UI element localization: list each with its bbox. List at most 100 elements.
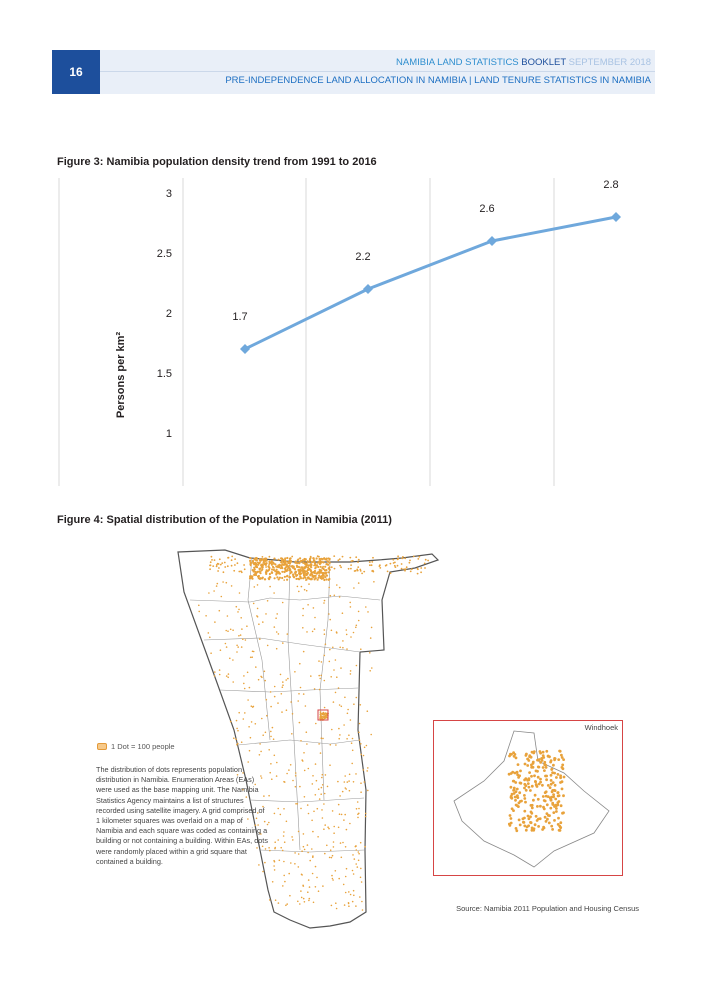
map-dot (356, 801, 359, 803)
map-dot (302, 833, 305, 835)
map-dot (318, 674, 320, 677)
map-dot (269, 691, 272, 693)
map-dot (319, 711, 322, 714)
map-dot (225, 675, 228, 677)
inset-dot (546, 784, 550, 787)
map-dot (333, 832, 335, 834)
map-dot (269, 585, 271, 588)
map-dot (355, 773, 357, 775)
inset-dot (537, 825, 540, 828)
map-dot (344, 775, 346, 777)
map-dot (269, 771, 271, 774)
inset-dot (513, 753, 517, 756)
map-dot (357, 582, 360, 584)
map-dot (362, 754, 365, 757)
map-dot (355, 849, 358, 851)
inset-dot (552, 763, 555, 767)
map-dot (242, 788, 244, 791)
map-dot (259, 743, 261, 745)
inset-dot (518, 823, 522, 827)
inset-dot (532, 828, 536, 832)
map-dot (410, 568, 413, 571)
map-dot (249, 559, 252, 562)
map-dot (272, 568, 275, 571)
map-dot (287, 562, 289, 564)
map-dot (258, 561, 261, 564)
map-dot (236, 727, 238, 730)
inset-dot (538, 750, 542, 753)
map-dot (255, 557, 258, 560)
map-dot (322, 567, 325, 571)
map-dot (403, 568, 405, 570)
map-dot (258, 754, 261, 756)
map-dot (294, 863, 296, 865)
map-dot (251, 650, 254, 653)
map-dot (392, 558, 395, 561)
map-dot (262, 561, 265, 564)
map-dot (326, 560, 329, 563)
map-dot (338, 727, 340, 730)
map-dot (358, 852, 360, 855)
map-dot (250, 705, 253, 707)
map-dot (236, 562, 239, 565)
map-dot (253, 573, 256, 576)
map-dot (361, 900, 363, 903)
map-dot (299, 686, 302, 689)
map-dot (238, 592, 241, 594)
map-dot (320, 717, 323, 720)
map-dot (305, 563, 308, 566)
map-dot (354, 569, 357, 572)
map-dot (273, 869, 276, 871)
map-dot (334, 870, 337, 872)
map-dot (320, 714, 322, 716)
map-dot (268, 562, 271, 565)
map-dot (329, 648, 331, 651)
map-dot (247, 699, 249, 701)
map-dot (271, 881, 274, 883)
inset-dot (543, 763, 547, 767)
inset-dot (527, 817, 531, 821)
map-dot (372, 556, 374, 559)
map-dot (316, 578, 319, 581)
inset-dot (537, 758, 540, 762)
map-dot (341, 555, 344, 558)
map-dot (262, 870, 264, 873)
windhoek-inset: Windhoek (433, 720, 623, 876)
map-dot (279, 567, 282, 570)
map-dot (288, 559, 291, 562)
map-dot (233, 569, 236, 572)
map-dot (340, 667, 342, 669)
map-dot (244, 639, 247, 641)
map-dot (346, 738, 348, 740)
map-dot (283, 780, 285, 783)
map-dot (402, 556, 404, 558)
inset-dot (545, 774, 548, 778)
map-dot (277, 578, 280, 581)
map-dot (308, 886, 311, 888)
map-dot (341, 612, 344, 614)
map-dot (317, 571, 321, 574)
inset-dot (556, 791, 560, 795)
map-dot (312, 855, 314, 857)
map-dot (262, 621, 264, 623)
map-dot (282, 563, 285, 566)
map-dot (296, 566, 298, 568)
map-dot (317, 890, 320, 892)
inset-dot (514, 827, 518, 830)
map-dot (322, 885, 324, 887)
map-dot (324, 558, 327, 561)
inset-dot (544, 766, 548, 769)
map-dot (293, 567, 296, 570)
map-dot (339, 564, 341, 567)
map-dot (315, 564, 319, 567)
map-dot (266, 644, 269, 647)
map-dot (299, 557, 302, 560)
inset-dot (555, 807, 558, 810)
map-dot (384, 564, 387, 567)
map-dot (256, 566, 259, 569)
map-dot (355, 664, 358, 667)
inset-dot (559, 825, 562, 829)
map-dot (289, 557, 292, 560)
map-dot (230, 564, 233, 567)
map-dot (304, 566, 307, 569)
